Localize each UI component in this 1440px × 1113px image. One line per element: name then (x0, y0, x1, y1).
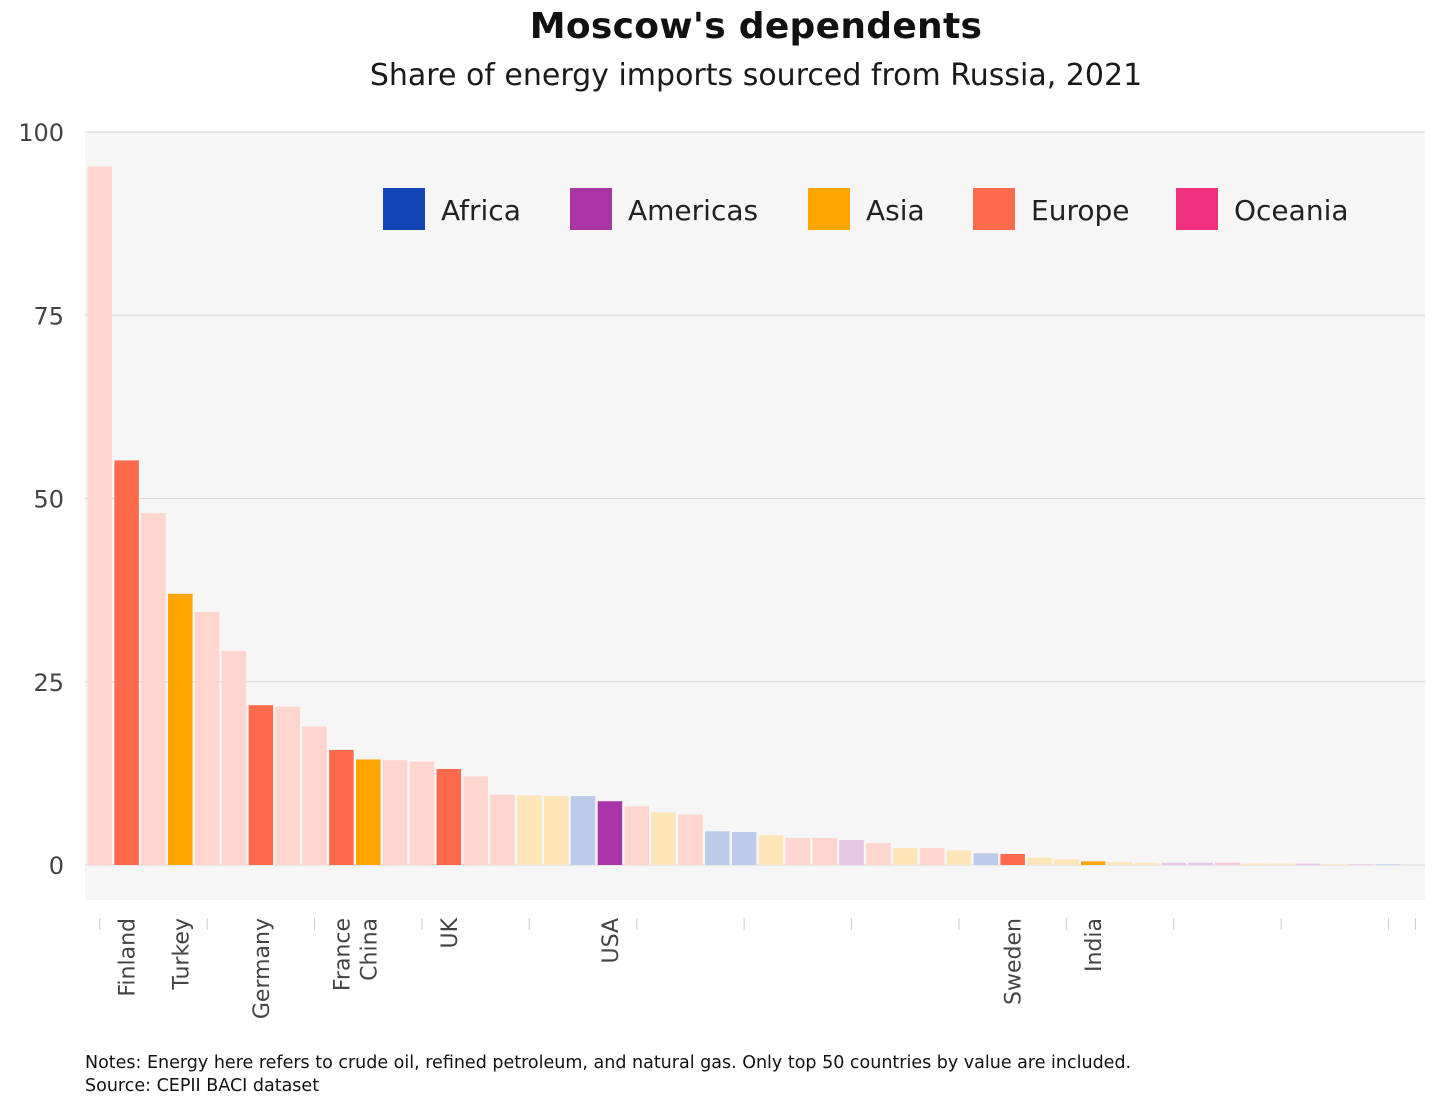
x-axis-labels: Finland Turkey Germany France China UK USA Swed… (116, 917, 1108, 1019)
bar[interactable] (194, 612, 220, 865)
legend-label: Europe (1031, 194, 1129, 227)
legend[interactable]: Africa Americas Asia Europe Oceania (383, 188, 1349, 230)
legend-label: Americas (628, 194, 758, 227)
bar[interactable] (141, 513, 166, 865)
bar[interactable] (1027, 857, 1052, 865)
bar[interactable] (866, 843, 891, 865)
bar[interactable] (1107, 862, 1133, 865)
bar-chart: 0 25 50 75 100 Finland Turkey Germany France Chi… (18, 119, 1425, 1019)
y-axis-ticks: 0 25 50 75 100 (18, 119, 64, 880)
y-tick-label: 25 (33, 669, 64, 697)
x-axis-ticks (99, 918, 1416, 930)
bar[interactable] (517, 795, 542, 865)
bar[interactable] (1242, 863, 1267, 865)
bar[interactable] (275, 706, 300, 865)
bar[interactable] (1268, 863, 1294, 865)
bar[interactable] (1161, 862, 1187, 865)
bar[interactable] (1376, 864, 1401, 865)
legend-swatch (570, 188, 612, 230)
bar[interactable] (678, 814, 703, 865)
bar[interactable] (221, 650, 247, 865)
x-tick-label: Turkey (169, 918, 194, 991)
bar[interactable] (248, 705, 274, 865)
legend-item[interactable]: Europe (973, 188, 1129, 230)
bar[interactable] (436, 768, 462, 865)
bar[interactable] (758, 834, 784, 865)
bar[interactable] (812, 837, 837, 865)
x-tick-label: China (357, 918, 382, 981)
chart-source: Source: CEPII BACI dataset (85, 1076, 320, 1096)
bar[interactable] (409, 761, 435, 865)
bar[interactable] (597, 801, 623, 865)
x-tick-label: UK (438, 917, 463, 948)
bar[interactable] (302, 726, 327, 865)
bar[interactable] (1322, 864, 1348, 865)
bar[interactable] (356, 759, 381, 865)
bars (87, 166, 1401, 865)
legend-swatch (808, 188, 850, 230)
bar[interactable] (1188, 862, 1213, 865)
legend-label: Oceania (1234, 194, 1349, 227)
bar[interactable] (1295, 863, 1321, 865)
bar[interactable] (839, 840, 864, 865)
bar[interactable] (87, 166, 113, 865)
bar[interactable] (705, 831, 730, 865)
legend-swatch (973, 188, 1015, 230)
y-tick-label: 0 (49, 852, 64, 880)
bar[interactable] (1080, 861, 1106, 865)
bar[interactable] (651, 812, 676, 865)
bar[interactable] (919, 848, 945, 865)
chart-notes: Notes: Energy here refers to crude oil, … (85, 1053, 1132, 1073)
bar[interactable] (1000, 854, 1025, 865)
bar[interactable] (382, 760, 408, 865)
x-tick-label: Sweden (1002, 918, 1027, 1005)
bar[interactable] (463, 776, 488, 865)
x-tick-label: Germany (250, 918, 275, 1019)
legend-item[interactable]: Asia (808, 188, 925, 230)
bar[interactable] (543, 796, 569, 865)
x-tick-label: Finland (116, 918, 141, 997)
legend-swatch (1176, 188, 1218, 230)
bar[interactable] (1054, 859, 1079, 865)
bar[interactable] (785, 837, 811, 865)
bar[interactable] (973, 853, 999, 865)
legend-item[interactable]: Americas (570, 188, 758, 230)
legend-swatch (383, 188, 425, 230)
bar[interactable] (1215, 862, 1240, 865)
bar[interactable] (893, 848, 918, 865)
x-tick-label: India (1082, 918, 1107, 972)
bar[interactable] (731, 832, 757, 865)
bar[interactable] (1349, 864, 1374, 865)
bar[interactable] (490, 794, 515, 865)
y-tick-label: 50 (33, 486, 64, 514)
x-tick-label: USA (599, 918, 624, 964)
bar[interactable] (114, 460, 139, 865)
bar[interactable] (329, 749, 354, 865)
legend-label: Asia (866, 194, 925, 227)
bar[interactable] (570, 796, 596, 865)
chart-subtitle: Share of energy imports sourced from Rus… (369, 58, 1143, 93)
chart-title: Moscow's dependents (529, 6, 983, 47)
legend-label: Africa (441, 194, 521, 227)
bar[interactable] (1134, 862, 1160, 865)
bar[interactable] (168, 593, 193, 865)
legend-item[interactable]: Oceania (1176, 188, 1349, 230)
x-tick-label: France (330, 918, 355, 991)
legend-item[interactable]: Africa (383, 188, 521, 230)
bar[interactable] (624, 806, 650, 865)
bar[interactable] (946, 850, 972, 865)
y-tick-label: 75 (33, 302, 64, 330)
y-tick-label: 100 (18, 119, 64, 147)
